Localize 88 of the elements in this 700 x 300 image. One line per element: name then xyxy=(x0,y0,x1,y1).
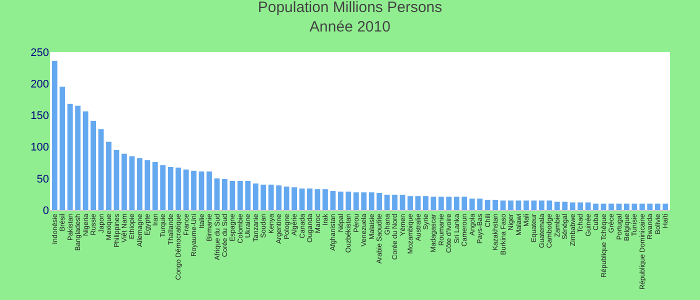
bar xyxy=(237,180,243,210)
bar xyxy=(353,192,359,210)
bar xyxy=(114,150,120,210)
bar xyxy=(624,204,630,210)
bar xyxy=(82,111,88,210)
bar xyxy=(446,196,452,210)
bar xyxy=(198,171,204,210)
bar xyxy=(160,165,166,210)
bar xyxy=(508,200,514,210)
bar xyxy=(183,170,189,210)
bar xyxy=(206,171,212,210)
bar xyxy=(346,192,352,210)
bar xyxy=(462,196,468,210)
bar xyxy=(252,183,258,210)
bar xyxy=(338,192,344,210)
y-tick-label: 0 xyxy=(42,204,49,217)
bar xyxy=(408,196,413,210)
bar xyxy=(214,178,220,210)
y-tick-label: 200 xyxy=(30,78,49,90)
bar xyxy=(75,106,81,210)
bar xyxy=(67,104,73,210)
bar xyxy=(245,180,251,210)
bar xyxy=(546,200,552,210)
bar xyxy=(268,184,274,210)
bar xyxy=(608,204,614,210)
bar xyxy=(52,60,58,210)
bar xyxy=(260,184,266,210)
bar xyxy=(392,194,398,210)
bar xyxy=(368,192,374,210)
bar xyxy=(477,198,483,210)
bar xyxy=(578,202,584,210)
bar xyxy=(361,192,367,210)
bar xyxy=(322,189,328,210)
bar xyxy=(585,202,591,210)
bar xyxy=(376,192,382,210)
bar xyxy=(400,194,406,210)
bar xyxy=(330,191,336,210)
bar xyxy=(516,200,522,210)
bar xyxy=(106,142,112,210)
bar xyxy=(222,179,228,210)
bar xyxy=(314,189,320,210)
bar xyxy=(60,86,66,210)
bar xyxy=(307,188,312,210)
bar xyxy=(292,187,297,210)
bar xyxy=(191,170,196,210)
bar xyxy=(430,196,436,210)
bar xyxy=(98,129,104,210)
bar xyxy=(152,162,158,210)
bar xyxy=(90,120,96,210)
bar xyxy=(284,186,290,210)
bar xyxy=(469,198,475,210)
bar xyxy=(554,202,560,210)
bar xyxy=(129,156,135,210)
bar xyxy=(136,158,142,210)
bar xyxy=(632,204,638,210)
bar xyxy=(299,188,305,210)
bar xyxy=(384,194,390,210)
bar xyxy=(500,200,506,210)
y-tick-label: 100 xyxy=(30,142,49,154)
bar xyxy=(484,200,490,210)
bar xyxy=(570,202,576,210)
bar xyxy=(454,196,460,210)
y-tick-label: 50 xyxy=(36,173,49,186)
bar xyxy=(122,154,127,210)
bar xyxy=(531,200,537,210)
bar xyxy=(524,200,529,210)
bar xyxy=(230,180,236,210)
bar xyxy=(616,204,622,210)
bar xyxy=(662,204,668,210)
bar xyxy=(168,167,174,210)
bar xyxy=(654,204,660,210)
y-tick-label: 250 xyxy=(30,46,49,59)
bar xyxy=(415,196,421,210)
y-tick-label: 150 xyxy=(30,110,49,122)
bar xyxy=(639,204,645,210)
chart-title: Population Millions Persons xyxy=(258,0,442,16)
bar xyxy=(593,204,598,210)
bar xyxy=(538,200,544,210)
bar xyxy=(176,168,182,210)
bar xyxy=(438,196,444,210)
bar xyxy=(423,196,428,210)
bar xyxy=(562,202,568,210)
bar xyxy=(492,200,498,210)
bar xyxy=(144,160,150,210)
bar xyxy=(600,204,606,210)
chart-subtitle: Année 2010 xyxy=(310,18,390,36)
bar xyxy=(276,185,282,210)
bar xyxy=(647,204,653,210)
